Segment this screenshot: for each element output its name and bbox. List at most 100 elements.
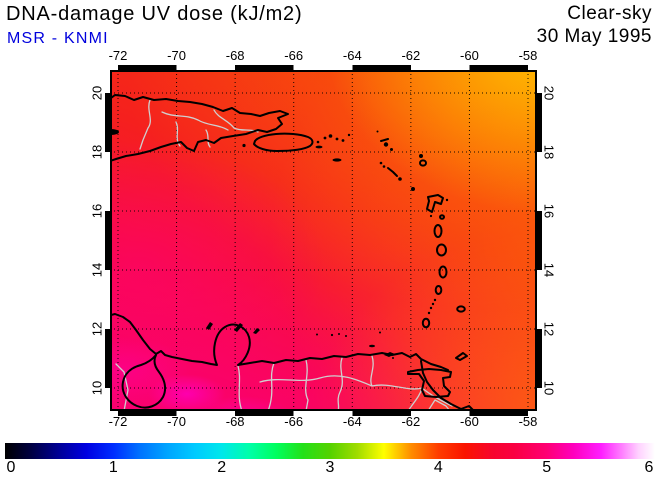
coastlines [110,94,475,411]
colorbar-tick-label: 3 [325,459,335,476]
colorbar-tick-label: 0 [6,459,16,476]
lat-tick-label-left: 18 [89,144,105,160]
map-border-ticks-right [537,70,542,411]
montserrat-island [411,187,415,191]
colorbar-tick-label: 4 [433,459,443,476]
lat-tick-label-left: 12 [89,321,105,337]
puerto-rico-coastline [253,132,314,152]
les-saintes-island [429,214,433,218]
curacao-island [234,323,243,332]
barbados-coastline [456,305,466,313]
la-blanquilla-island [379,331,381,334]
lat-tick-label-right: 16 [541,203,557,219]
vieques-island [315,145,323,149]
virgin-island-2 [328,134,333,138]
lon-tick-label-bottom: -60 [460,414,479,429]
los-roques-island-1 [330,333,334,337]
grenadines-island-4 [427,311,431,315]
hispaniola-coastline [110,94,289,163]
colorbar-tick-label: 2 [217,459,227,476]
st-barth-island [390,148,393,151]
la-orchila-island [345,335,347,337]
virgin-island-3 [335,137,339,141]
rivers-and-borders [115,99,453,411]
colorbar-tick-label: 6 [644,459,654,476]
nevis-island [398,177,402,181]
virgin-island-1 [323,136,327,140]
lon-tick-label-top: -64 [342,48,362,63]
graticule-grid [110,70,537,411]
grenada-coastline [421,317,431,329]
lon-tick-label-bottom: -66 [284,414,304,429]
virgin-island-4 [341,139,345,142]
lon-tick-label-bottom: -64 [342,414,362,429]
map-frame [110,70,537,411]
haiti-dr-border [139,99,151,150]
gonave-island [110,129,119,135]
lon-tick-label-bottom: -68 [225,414,245,429]
barbuda-island [419,154,423,158]
lat-tick-label-left: 16 [89,203,105,219]
mona-island [242,143,246,148]
lon-tick-label-top: -62 [401,48,421,63]
sombrero-island [376,130,379,133]
lat-tick-label-left: 10 [89,380,105,396]
lon-tick-label-top: -70 [167,48,186,63]
grenadines-island-1 [433,298,437,302]
map-plot-area [105,65,542,416]
venezuela-coastline [110,313,475,411]
coche-island [392,357,394,359]
trinidad-coastline [407,368,452,398]
map-border-ticks-top [110,65,537,70]
dominica-coastline [433,224,443,238]
la-desirade-island [445,198,449,202]
lon-tick-label-bottom: -72 [108,414,128,429]
colorbar-tick-label: 1 [108,459,118,476]
st-eustatius-island [382,165,386,168]
figure-date: 30 May 1995 [536,26,652,47]
bonaire-island [253,328,260,334]
lon-tick-label-bottom: -58 [518,414,538,429]
margarita-island [384,352,395,357]
figure-title: DNA-damage UV dose (kJ/m2) [6,3,303,25]
st-martin-island [383,142,389,147]
grenadines-island-3 [429,306,433,310]
la-tortuga-island [369,344,375,348]
map-border-ticks-bottom [110,411,537,416]
map-overlay [110,70,537,411]
saba-island [379,161,383,165]
aruba-island [206,322,213,330]
marie-galante-coastline [439,214,445,220]
colorbar-tick-label: 5 [542,459,552,476]
colorbar [5,443,655,459]
venezuela-rivers [237,355,453,411]
figure-subtitle: MSR - KNMI [7,30,109,47]
map-border-ticks-left [105,70,110,411]
lat-tick-label-right: 14 [541,262,557,278]
lat-tick-label-right: 20 [541,85,557,101]
lat-tick-label-left: 14 [89,262,105,278]
lon-tick-label-top: -66 [284,48,304,63]
hispaniola-rivers [161,109,259,148]
las-aves-island [316,333,318,336]
lon-tick-label-top: -68 [225,48,245,63]
grenadines-island-2 [431,302,435,306]
st-lucia-coastline [438,265,448,279]
martinique-coastline [436,243,447,257]
lat-tick-label-left: 20 [89,85,105,101]
lat-tick-label-right: 12 [541,321,557,337]
lon-tick-label-top: -72 [108,48,128,63]
colombia-venezuela-border [115,363,129,411]
lake-maracaibo-coastline [121,354,167,409]
lat-tick-label-right: 18 [541,144,557,160]
anegada-island [347,133,351,137]
lon-tick-label-bottom: -62 [401,414,421,429]
antigua-coastline [419,159,427,167]
lon-tick-label-top: -58 [518,48,538,63]
st-vincent-coastline [434,285,443,295]
lat-tick-label-right: 10 [541,380,557,396]
small-islands [110,129,449,359]
lon-tick-label-top: -60 [460,48,479,63]
los-roques-island-2 [338,333,340,335]
